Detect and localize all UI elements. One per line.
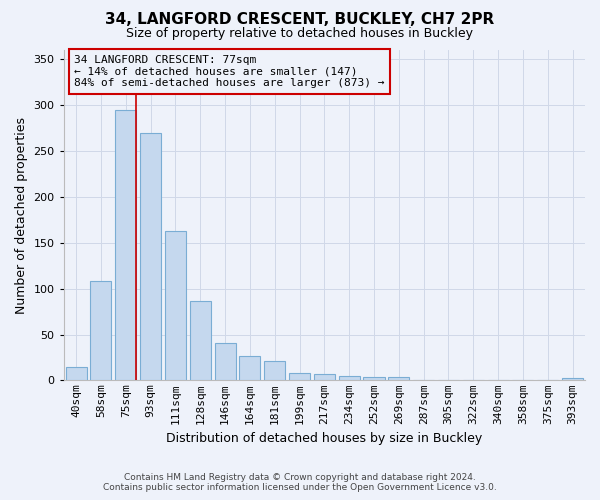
Bar [239,356,260,380]
Bar [388,376,409,380]
Bar [165,231,186,380]
Bar [190,302,211,380]
Text: 34 LANGFORD CRESCENT: 77sqm
← 14% of detached houses are smaller (147)
84% of se: 34 LANGFORD CRESCENT: 77sqm ← 14% of det… [74,55,385,88]
Bar [65,366,86,380]
Bar [115,110,136,380]
Bar [364,376,385,380]
Bar [264,361,285,380]
Bar [215,343,236,380]
X-axis label: Distribution of detached houses by size in Buckley: Distribution of detached houses by size … [166,432,482,445]
Bar [338,376,360,380]
Bar [562,378,583,380]
Y-axis label: Number of detached properties: Number of detached properties [15,116,28,314]
Bar [289,373,310,380]
Bar [314,374,335,380]
Text: 34, LANGFORD CRESCENT, BUCKLEY, CH7 2PR: 34, LANGFORD CRESCENT, BUCKLEY, CH7 2PR [106,12,494,28]
Bar [140,132,161,380]
Text: Size of property relative to detached houses in Buckley: Size of property relative to detached ho… [127,28,473,40]
Bar [91,282,112,380]
Text: Contains HM Land Registry data © Crown copyright and database right 2024.
Contai: Contains HM Land Registry data © Crown c… [103,473,497,492]
